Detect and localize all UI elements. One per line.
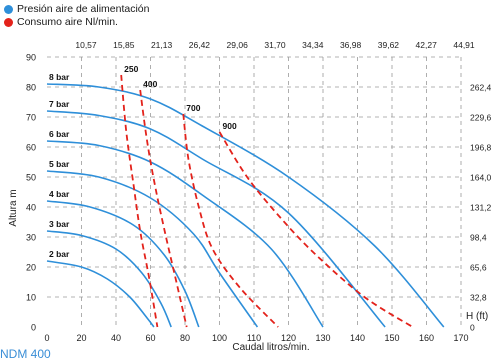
consumption-curve: [120, 74, 159, 328]
pressure-curve: [46, 170, 259, 328]
x-tick-label: 60: [145, 333, 155, 343]
y-tick-label: 80: [26, 83, 36, 93]
pressure-curve-label: 6 bar: [49, 129, 70, 139]
top-axis-tick-label: 31,70: [264, 40, 286, 50]
x-tick-label: 160: [419, 333, 434, 343]
x-tick-label: 110: [247, 333, 261, 343]
y-tick-label: 70: [26, 113, 36, 123]
y-tick-label: 10: [26, 293, 36, 303]
y-tick-label: 40: [26, 203, 36, 213]
pressure-curve: [46, 140, 324, 328]
top-axis-tick-label: 42,27: [416, 40, 438, 50]
y-axis-title: Altura m: [8, 189, 19, 226]
y-tick-label: 20: [26, 263, 36, 273]
y-tick-label: 30: [26, 233, 36, 243]
pressure-curve-label: 3 bar: [49, 219, 70, 229]
pressure-curve: [46, 110, 386, 328]
x-tick-label: 140: [350, 333, 365, 343]
right-axis-tick-label: 98,4: [470, 233, 487, 243]
y-tick-label: 0: [31, 323, 36, 333]
x-tick-label: 40: [111, 333, 121, 343]
consumption-curve: [218, 131, 414, 328]
pressure-curve-label: 7 bar: [49, 99, 70, 109]
right-axis-tick-label: 262,4: [470, 83, 492, 93]
legend-marker-pressure: [4, 4, 13, 14]
top-axis-tick-label: 26,42: [189, 40, 211, 50]
consumption-curve-label: 400: [143, 79, 157, 89]
top-axis-tick-label: 29,06: [227, 40, 249, 50]
consumption-curve-label: 900: [223, 121, 237, 131]
y-tick-label: 90: [26, 53, 36, 63]
consumption-curve: [139, 89, 188, 328]
legend-item-pressure: Presión aire de alimentación: [4, 3, 150, 15]
pressure-curve: [46, 200, 200, 328]
x-tick-label: 130: [315, 333, 330, 343]
legend-item-consumption: Consumo aire Nl/min.: [4, 16, 118, 28]
pressure-curve: [46, 260, 155, 328]
right-axis-tick-label: 196,8: [470, 143, 492, 153]
legend-marker-consumption: [4, 17, 13, 27]
right-axis-tick-label: 131,2: [470, 203, 492, 213]
right-axis-tick-label: 65,6: [470, 263, 487, 273]
y-tick-label: 50: [26, 173, 36, 183]
right-axis-tick-label: 0: [470, 323, 475, 333]
consumption-curve: [182, 113, 279, 328]
pressure-curve: [46, 230, 172, 328]
pressure-curve: [46, 83, 445, 328]
legend-label-pressure: Presión aire de alimentación: [17, 3, 150, 15]
x-axis-title: Caudal litros/min.: [232, 342, 309, 353]
x-tick-label: 80: [180, 333, 190, 343]
consumption-curve-label: 700: [186, 103, 200, 113]
x-tick-label: 0: [44, 333, 49, 343]
top-axis-tick-label: 34,34: [302, 40, 324, 50]
right-axis-tick-label: 229,6: [470, 113, 492, 123]
model-label: NDM 400: [0, 347, 51, 361]
top-axis-tick-label: 39,62: [378, 40, 400, 50]
y2-axis-title: H (ft): [466, 311, 488, 322]
pressure-curve-label: 8 bar: [49, 72, 70, 82]
x-tick-label: 120: [281, 333, 296, 343]
top-axis-tick-label: 10,57: [75, 40, 97, 50]
x-tick-label: 170: [453, 333, 468, 343]
x-tick-label: 100: [212, 333, 227, 343]
right-axis-tick-label: 32,8: [470, 293, 487, 303]
x-tick-label: 150: [384, 333, 399, 343]
top-axis-tick-label: 44,91: [453, 40, 475, 50]
pressure-curve-label: 5 bar: [49, 159, 70, 169]
consumption-curve-label: 250: [124, 64, 138, 74]
top-axis-tick-label: 15,85: [113, 40, 135, 50]
top-axis-tick-label: 21,13: [151, 40, 173, 50]
right-axis-tick-label: 164,0: [470, 173, 492, 183]
y-tick-label: 60: [26, 143, 36, 153]
pressure-curve-label: 4 bar: [49, 189, 70, 199]
x-tick-label: 20: [76, 333, 86, 343]
top-axis-tick-label: 36,98: [340, 40, 362, 50]
legend-label-consumption: Consumo aire Nl/min.: [17, 16, 118, 28]
pressure-curve-label: 2 bar: [49, 249, 70, 259]
